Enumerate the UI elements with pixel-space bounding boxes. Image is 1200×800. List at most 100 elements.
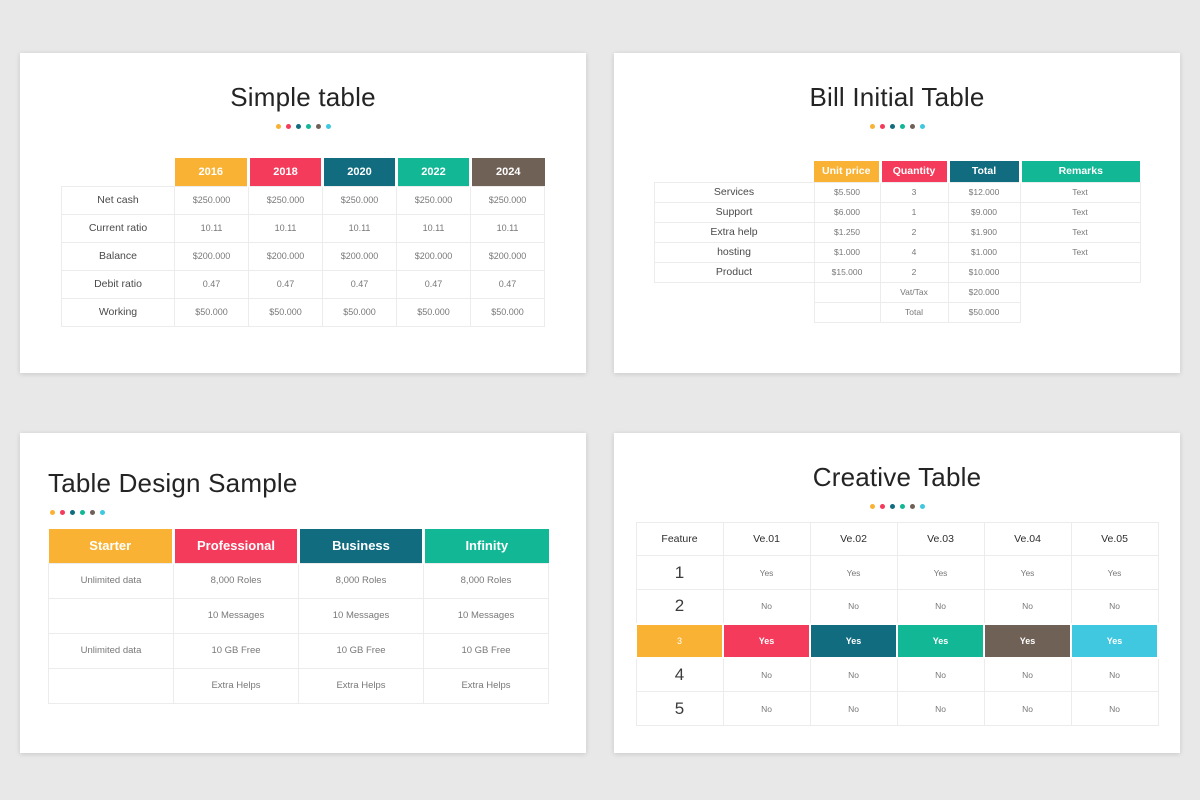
table-row: Support $6.000 1 $9.000 Text [653,201,1141,223]
row-label: Product [653,261,815,283]
cell: 4 [879,241,949,263]
table-row: Balance $200.000 $200.000 $200.000 $200.000 $… [61,241,545,271]
accent-dot [889,124,895,129]
slide-bill-initial-table: Bill Initial Table Unit price Quantity Tot… [614,53,1180,373]
row-label: Debit ratio [61,269,175,299]
column-header: Total [948,161,1022,182]
cell: $50.000 [396,297,471,327]
cell: 10.11 [248,213,323,243]
table-row: 3 Yes Yes Yes Yes Yes [635,622,1159,659]
accent-dot [60,510,65,515]
simple-table-grid: 2016 2018 2020 2022 2024 Net cash $250.000 $250… [61,158,545,327]
cell: $250.000 [248,185,323,215]
slide-simple-table: Simple table 2016 2018 2020 2022 2024 Net cas… [20,53,586,373]
table-row: Debit ratio 0.47 0.47 0.47 0.47 0.47 [61,269,545,299]
accent-dot [869,504,875,509]
column-header: Quantity [880,161,950,182]
cell: $9.000 [947,201,1021,223]
row-label: Services [653,181,815,203]
accent-dot [909,504,915,509]
table-row: Vat/Tax $20.000 [654,281,1140,303]
cell: $200.000 [174,241,249,271]
cell [48,667,174,704]
cell: No [809,657,898,692]
accent-dots [614,124,1180,129]
cell: 2 [879,221,949,243]
simple-table-container: 2016 2018 2020 2022 2024 Net cash $250.000 $250… [20,158,586,327]
cell: 0.47 [322,269,397,299]
column-header: Unit price [814,161,882,182]
cell: 0.47 [248,269,323,299]
column-header: Ve.02 [809,522,898,556]
cell: Extra Helps [173,667,299,704]
accent-dot [90,510,95,515]
row-label: Balance [61,241,175,271]
table-row: Current ratio 10.11 10.11 10.11 10.11 10.11 [61,213,545,243]
cell: Extra Helps [423,667,549,704]
cell: 1 [635,555,724,590]
accent-dot [70,510,75,515]
accent-dot [889,504,895,509]
row-label: Support [653,201,815,223]
cell: 5 [635,691,724,726]
cell: Yes [896,622,985,659]
cell: 3 [879,181,949,203]
row-label: Net cash [61,185,175,215]
slide-title: Bill Initial Table [809,82,985,112]
cell: $12.000 [947,181,1021,203]
accent-dot [919,124,925,129]
column-header: Professional [173,529,300,563]
table-row: 5 No No No No No [635,691,1159,726]
cell: $200.000 [322,241,397,271]
cell: $250.000 [174,185,249,215]
cell: No [809,691,898,726]
empty-cell [1020,302,1140,322]
empty-cell [654,302,814,322]
cell: 3 [635,622,724,659]
cell: 10 GB Free [173,632,299,669]
table-design-sample-container: Starter Professional Business Infinity Unlim… [48,529,586,704]
accent-dot [909,124,915,129]
accent-dot [869,124,875,129]
slide-title: Creative Table [812,462,982,492]
column-header: 2018 [248,158,324,186]
cell [48,597,174,634]
cell: 0.47 [174,269,249,299]
cell: 10 Messages [423,597,549,634]
cell: $10.000 [947,261,1021,283]
accent-dots [20,124,586,129]
cell: 2 [635,589,724,624]
table-design-sample-grid: Starter Professional Business Infinity Unlim… [48,529,549,704]
cell: Extra Helps [298,667,424,704]
cell: No [896,589,985,624]
cell: No [983,657,1072,692]
cell: $5.500 [813,181,881,203]
cell: $200.000 [470,241,545,271]
cell: Yes [1070,622,1159,659]
header-row: Feature Ve.01 Ve.02 Ve.03 Ve.04 Ve.05 [635,522,1159,556]
cell: No [1070,691,1159,726]
cell: Yes [1070,555,1159,590]
cell: Unlimited data [48,562,174,599]
column-header: Infinity [423,529,549,563]
cell [813,301,881,323]
cell: $250.000 [470,185,545,215]
accent-dot [879,124,885,129]
cell: Yes [722,622,811,659]
cell: $1.250 [813,221,881,243]
cell: 1 [879,201,949,223]
creative-table-container: Feature Ve.01 Ve.02 Ve.03 Ve.04 Ve.05 1 Yes Yes Y… [614,522,1180,726]
column-header: Ve.04 [983,522,1072,556]
slide-table-design-sample: Table Design Sample Starter Professional B… [20,433,586,753]
bill-initial-table-container: Unit price Quantity Total Remarks Services $5… [614,161,1180,323]
cell: $50.000 [174,297,249,327]
accent-dot [295,124,301,129]
slide-title: Table Design Sample [48,468,298,498]
header-row: 2016 2018 2020 2022 2024 [62,158,545,186]
accent-dot [305,124,311,129]
accent-dot [315,124,321,129]
cell: $20.000 [947,281,1021,303]
cell [813,281,881,303]
cell: No [896,691,985,726]
empty-cell [1020,282,1140,302]
